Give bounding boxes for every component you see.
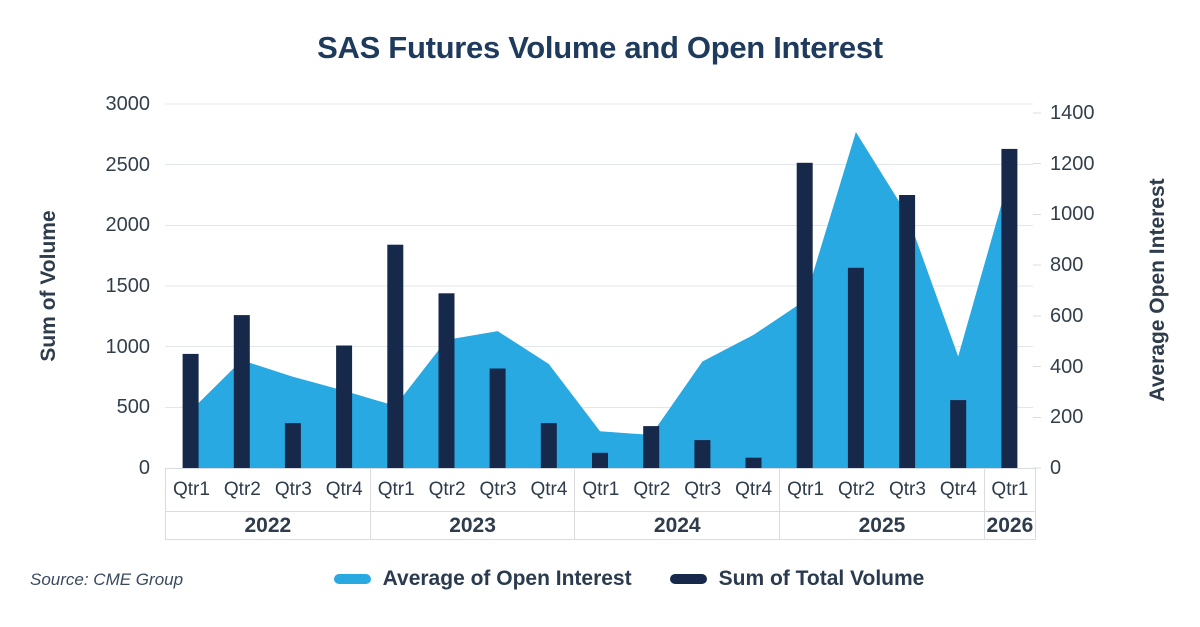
- y-tick-label: 0: [138, 457, 150, 479]
- y-tick-label: 1000: [1050, 203, 1095, 225]
- bar-total-volume: [796, 162, 813, 469]
- y-tick-label: 600: [1050, 305, 1084, 327]
- right-axis-title: Average Open Interest: [1146, 178, 1169, 402]
- x-quarter-label: Qtr3: [479, 479, 517, 500]
- left-axis-title: Sum of Volume: [37, 210, 60, 362]
- y-tick-label: 200: [1050, 406, 1084, 428]
- x-axis-year-group: Qtr1 Qtr2 Qtr3 Qtr4 2023: [370, 468, 576, 540]
- x-quarter-label: Qtr1: [787, 479, 825, 500]
- legend-item-volume: Sum of Total Volume: [669, 567, 925, 591]
- x-year-label: 2026: [984, 512, 1035, 540]
- x-quarter-label: Qtr4: [735, 479, 773, 500]
- x-quarter-label: Qtr1: [172, 479, 210, 500]
- x-quarter-label: Qtr4: [325, 479, 363, 500]
- x-year-label: 2024: [575, 512, 780, 540]
- legend-swatch-volume: [669, 574, 707, 584]
- y-tick-label: 1500: [105, 275, 151, 297]
- y-tick-label: 1000: [105, 336, 151, 358]
- bar-total-volume: [438, 293, 455, 468]
- quarter-row: Qtr1 Qtr2 Qtr3 Qtr4: [166, 468, 370, 512]
- bar-total-volume: [336, 345, 353, 468]
- x-quarter-label: Qtr3: [274, 479, 312, 500]
- x-quarter-label: Qtr1: [582, 479, 620, 500]
- bar-total-volume: [540, 423, 557, 468]
- legend-swatch-open-interest: [333, 574, 371, 584]
- bar-total-volume: [182, 353, 199, 468]
- y-tick-label: 400: [1050, 356, 1084, 378]
- x-quarter-label: Qtr3: [684, 479, 722, 500]
- x-quarter-label: Qtr1: [991, 479, 1029, 500]
- x-year-label: 2023: [370, 512, 575, 540]
- quarter-row: Qtr1 Qtr2 Qtr3 Qtr4: [780, 468, 984, 512]
- x-axis-year-group: Qtr1 2026: [984, 468, 1036, 540]
- area-series-open-interest: [190, 132, 1010, 468]
- x-quarter-label: Qtr3: [888, 479, 926, 500]
- bar-total-volume: [387, 244, 404, 468]
- y-tick-label: 2500: [105, 154, 151, 176]
- x-quarter-label: Qtr2: [633, 479, 671, 500]
- source-note: Source: CME Group: [30, 570, 184, 589]
- quarter-row: Qtr1 Qtr2 Qtr3 Qtr4: [575, 468, 780, 512]
- bar-total-volume: [694, 440, 711, 468]
- x-axis: Qtr1 Qtr2 Qtr3 Qtr4 2022 Qtr1 Qtr2 Qtr3 Qtr4 2023…: [165, 468, 1037, 540]
- x-quarter-label: Qtr2: [223, 479, 261, 500]
- quarter-row: Qtr1 Qtr2 Qtr3 Qtr4: [370, 468, 575, 512]
- y-tick-label: 3000: [105, 93, 151, 115]
- x-axis-year-group: Qtr1 Qtr2 Qtr3 Qtr4 2024: [575, 468, 781, 540]
- legend-label-open-interest: Average of Open Interest: [382, 567, 632, 590]
- bar-total-volume: [847, 267, 864, 468]
- x-quarter-label: Qtr4: [530, 479, 568, 500]
- y-tick-label: 2000: [105, 214, 151, 236]
- bar-total-volume: [592, 452, 608, 468]
- bar-total-volume: [745, 457, 762, 468]
- bar-total-volume: [1001, 148, 1018, 468]
- x-year-label: 2022: [166, 512, 370, 540]
- y-tick-label: 1200: [1050, 153, 1095, 175]
- bar-total-volume: [899, 195, 916, 468]
- y-tick-label: 500: [116, 396, 150, 418]
- legend-item-open-interest: Average of Open Interest: [333, 567, 632, 591]
- quarter-row: Qtr1: [984, 468, 1035, 512]
- x-quarter-label: Qtr2: [838, 479, 875, 500]
- y-tick-label: 0: [1050, 457, 1062, 479]
- bar-total-volume: [284, 423, 301, 468]
- x-quarter-label: Qtr4: [939, 479, 977, 500]
- y-tick-label: 1400: [1050, 102, 1095, 124]
- bar-total-volume: [233, 315, 250, 468]
- bar-total-volume: [489, 368, 506, 468]
- x-year-label: 2025: [780, 512, 984, 540]
- legend-label-volume: Sum of Total Volume: [718, 567, 925, 590]
- y-tick-label: 800: [1050, 254, 1084, 276]
- x-axis-year-group: Qtr1 Qtr2 Qtr3 Qtr4 2022: [166, 468, 371, 540]
- bar-total-volume: [643, 426, 660, 468]
- x-quarter-label: Qtr2: [428, 479, 466, 500]
- x-quarter-label: Qtr1: [377, 479, 415, 500]
- x-axis-year-group: Qtr1 Qtr2 Qtr3 Qtr4 2025: [780, 468, 985, 540]
- chart-title: SAS Futures Volume and Open Interest: [317, 30, 883, 65]
- bar-total-volume: [950, 400, 967, 468]
- legend: Average of Open Interest Sum of Total Vo…: [0, 565, 1200, 593]
